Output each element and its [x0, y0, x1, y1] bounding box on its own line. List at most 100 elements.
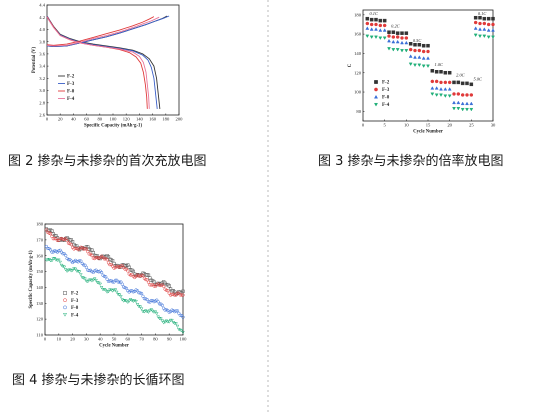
- y-tick-label: 120: [354, 70, 362, 75]
- data-point-f-4: [126, 300, 130, 305]
- data-point-f-4: [426, 64, 430, 68]
- x-tick-label: 100: [110, 117, 118, 122]
- x-tick-label: 0: [44, 337, 47, 342]
- x-tick-label: 160: [149, 117, 157, 122]
- x-tick-label: 40: [71, 117, 76, 122]
- data-point-f-4: [81, 276, 86, 280]
- data-point-f-3: [173, 293, 177, 297]
- x-tick-label: 80: [98, 117, 103, 122]
- legend-label: F-4: [71, 313, 79, 318]
- data-point-f-3: [395, 35, 400, 39]
- data-point-f-2: [434, 70, 439, 74]
- data-point-f-0: [478, 27, 482, 31]
- data-point-f-4: [146, 310, 151, 314]
- data-point-f-4: [83, 277, 87, 281]
- data-point-f-4: [91, 278, 96, 282]
- x-tick-label: 140: [136, 117, 144, 122]
- data-point-f-4: [143, 309, 148, 313]
- rate-annotation: 1.0C: [435, 62, 443, 67]
- data-point-f-2: [413, 42, 417, 47]
- data-point-f-3: [374, 22, 378, 27]
- data-point-f-4: [469, 107, 474, 112]
- data-point-f-2: [473, 15, 478, 20]
- data-point-f-0: [50, 250, 54, 254]
- data-point-f-4: [131, 299, 136, 304]
- data-point-f-0: [181, 315, 185, 319]
- data-point-f-2: [387, 30, 391, 34]
- data-point-f-0: [175, 309, 180, 313]
- data-point-f-0: [408, 54, 413, 58]
- legend-label: F-0: [67, 90, 75, 95]
- data-point-f-3: [86, 250, 90, 254]
- data-point-f-3: [44, 228, 48, 232]
- data-point-f-3: [166, 289, 170, 293]
- data-point-f-3: [128, 273, 133, 277]
- x-tick-label: 50: [112, 337, 117, 342]
- data-point-f-3: [382, 23, 387, 28]
- y-tick-label: 4.2: [39, 15, 45, 20]
- data-point-f-4: [148, 309, 152, 313]
- x-tick-label: 30: [84, 337, 89, 342]
- data-point-f-4: [447, 94, 452, 98]
- data-point-f-0: [430, 86, 435, 90]
- rate-annotation: 0.1C: [478, 11, 486, 16]
- legend-marker: [63, 291, 67, 295]
- data-point-f-3: [145, 278, 149, 282]
- data-point-f-4: [94, 278, 98, 283]
- data-point-f-3: [447, 80, 452, 85]
- data-point-f-3: [391, 35, 396, 39]
- data-point-f-3: [61, 238, 65, 242]
- data-point-f-4: [378, 36, 383, 41]
- data-point-f-2: [400, 31, 404, 35]
- legend-label: F-2: [67, 75, 75, 80]
- y-tick-label: 2.6: [39, 113, 45, 118]
- data-point-f-4: [139, 307, 144, 311]
- data-point-f-0: [400, 40, 404, 45]
- data-point-f-2: [382, 18, 387, 23]
- data-point-f-4: [63, 268, 68, 272]
- y-tick-label: 180: [354, 12, 362, 17]
- data-point-f-4: [400, 49, 404, 53]
- data-point-f-2: [417, 42, 422, 47]
- data-point-f-4: [478, 34, 482, 39]
- y-tick-label: 120: [36, 317, 44, 322]
- data-point-f-2: [71, 240, 75, 244]
- data-point-f-3: [473, 20, 478, 25]
- series-f-4-charge-curve: [46, 16, 160, 47]
- data-point-f-0: [391, 39, 396, 44]
- y-tick-label: 180: [36, 222, 44, 227]
- data-point-f-0: [141, 294, 145, 298]
- data-point-f-0: [443, 87, 448, 91]
- data-point-f-2: [482, 16, 487, 21]
- data-point-f-3: [421, 49, 426, 54]
- data-point-f-4: [443, 94, 448, 98]
- data-point-f-3: [65, 239, 69, 243]
- data-point-f-2: [374, 17, 378, 22]
- data-point-f-4: [387, 47, 391, 51]
- data-point-f-3: [408, 47, 413, 52]
- data-point-f-0: [452, 100, 456, 105]
- rate-annotation: 0.5C: [413, 38, 421, 43]
- data-point-f-0: [160, 303, 164, 307]
- data-point-f-4: [430, 92, 435, 96]
- data-point-f-0: [404, 40, 409, 45]
- data-point-f-4: [117, 293, 122, 297]
- data-point-f-4: [156, 315, 160, 319]
- x-axis-title: Specific Capacity (mAh·g-1): [84, 124, 142, 129]
- data-point-f-2: [181, 289, 185, 293]
- data-point-f-3: [94, 255, 98, 259]
- data-point-f-4: [103, 288, 108, 293]
- legend-marker: [374, 87, 378, 92]
- figure-3-caption: 图 3 掺杂与未掺杂的倍率放电图: [318, 153, 504, 169]
- figure-4-chart: 0 10 20 30 40 50 60 70 80 90 100 110 120 130 140 150 160…: [29, 222, 187, 349]
- data-point-f-3: [465, 93, 469, 97]
- data-point-f-4: [153, 310, 158, 314]
- y-tick-label: 150: [36, 269, 44, 274]
- data-point-f-4: [491, 35, 495, 40]
- data-point-f-3: [48, 232, 53, 236]
- data-point-f-2: [478, 15, 482, 20]
- data-point-f-4: [160, 319, 165, 323]
- data-point-f-2: [465, 81, 469, 86]
- data-point-f-0: [108, 279, 112, 283]
- x-tick-label: 120: [123, 117, 131, 122]
